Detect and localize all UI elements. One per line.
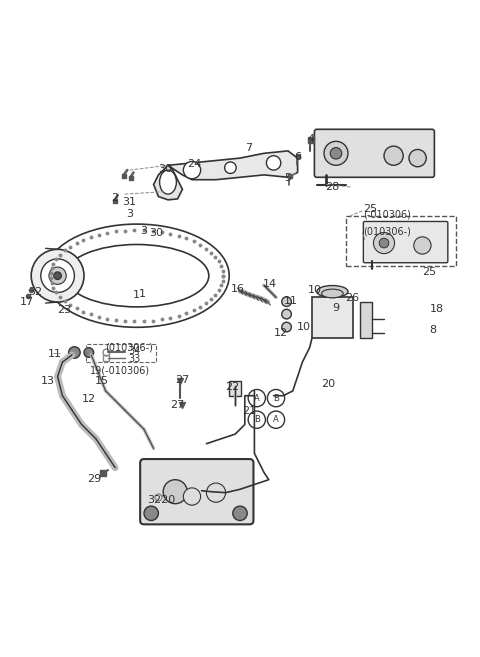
Text: 11: 11 — [284, 296, 298, 306]
Text: 9: 9 — [333, 303, 340, 313]
Text: 24: 24 — [187, 160, 202, 170]
Text: 18: 18 — [430, 304, 444, 314]
Text: B: B — [254, 415, 260, 424]
Text: 34: 34 — [129, 346, 141, 356]
Text: 12: 12 — [82, 394, 96, 404]
Text: 27: 27 — [175, 375, 190, 385]
Text: 6: 6 — [294, 152, 301, 162]
Text: 31: 31 — [122, 197, 136, 207]
Text: 25: 25 — [422, 267, 436, 277]
Ellipse shape — [317, 286, 348, 298]
Text: (010306-): (010306-) — [105, 343, 153, 353]
Text: 33: 33 — [129, 354, 141, 364]
Text: 15: 15 — [95, 376, 109, 386]
Text: 22: 22 — [225, 382, 239, 392]
Text: (-010306): (-010306) — [363, 210, 411, 219]
Text: 5: 5 — [285, 173, 292, 183]
Bar — [312, 298, 353, 338]
Circle shape — [206, 483, 226, 502]
Text: 12: 12 — [274, 328, 288, 338]
Text: 14: 14 — [263, 279, 277, 289]
Text: 30: 30 — [149, 227, 163, 237]
Circle shape — [324, 141, 348, 166]
Text: 26: 26 — [345, 293, 359, 304]
Text: (010306-): (010306-) — [363, 226, 411, 236]
Text: 1: 1 — [139, 289, 146, 299]
Text: A: A — [273, 415, 279, 424]
Circle shape — [379, 238, 389, 248]
Polygon shape — [154, 166, 182, 200]
Circle shape — [69, 347, 80, 358]
Ellipse shape — [322, 289, 343, 298]
Circle shape — [267, 411, 285, 428]
Text: 10: 10 — [308, 285, 322, 295]
Text: 11: 11 — [48, 349, 62, 359]
Circle shape — [282, 309, 291, 319]
Circle shape — [409, 149, 426, 167]
Text: 28: 28 — [325, 182, 340, 192]
Circle shape — [414, 237, 431, 254]
Circle shape — [282, 297, 291, 306]
Circle shape — [183, 162, 201, 179]
FancyBboxPatch shape — [314, 129, 434, 177]
FancyBboxPatch shape — [363, 221, 448, 263]
Circle shape — [31, 249, 84, 302]
Polygon shape — [168, 151, 298, 180]
Text: 19(-010306): 19(-010306) — [90, 365, 150, 375]
Circle shape — [84, 348, 94, 357]
Text: 3: 3 — [126, 210, 133, 219]
Circle shape — [373, 233, 395, 254]
Circle shape — [248, 411, 265, 428]
Text: A: A — [254, 394, 260, 403]
Text: 2: 2 — [111, 193, 119, 203]
FancyBboxPatch shape — [140, 459, 253, 524]
Ellipse shape — [159, 170, 177, 194]
Text: 17: 17 — [20, 296, 34, 307]
Text: 7: 7 — [245, 143, 252, 152]
Text: 4: 4 — [307, 134, 314, 144]
Text: 30: 30 — [158, 164, 172, 173]
Circle shape — [183, 488, 201, 505]
Text: 27: 27 — [170, 400, 185, 410]
Text: 13: 13 — [41, 376, 55, 386]
Text: 23: 23 — [58, 306, 72, 315]
Text: 21: 21 — [242, 406, 256, 416]
Bar — [360, 302, 372, 338]
Text: 32: 32 — [28, 287, 42, 297]
Circle shape — [248, 390, 265, 407]
Circle shape — [267, 390, 285, 407]
Circle shape — [384, 146, 403, 166]
Circle shape — [233, 506, 247, 520]
Circle shape — [266, 156, 281, 170]
Text: B: B — [273, 394, 279, 403]
Circle shape — [54, 272, 61, 279]
Bar — [229, 381, 241, 396]
Circle shape — [282, 323, 291, 332]
Circle shape — [41, 259, 74, 292]
Text: 25: 25 — [363, 204, 377, 214]
Circle shape — [225, 162, 236, 173]
Text: 3: 3 — [141, 226, 148, 236]
Circle shape — [330, 148, 342, 159]
Text: 16: 16 — [230, 284, 244, 294]
Circle shape — [49, 267, 66, 284]
Circle shape — [144, 506, 158, 520]
Text: 20: 20 — [322, 378, 336, 389]
Text: 10: 10 — [297, 322, 311, 332]
Circle shape — [163, 480, 187, 504]
Text: 29: 29 — [87, 474, 102, 484]
Text: 3220: 3220 — [147, 495, 175, 505]
Text: 8: 8 — [430, 325, 437, 335]
Text: 1: 1 — [133, 290, 140, 300]
